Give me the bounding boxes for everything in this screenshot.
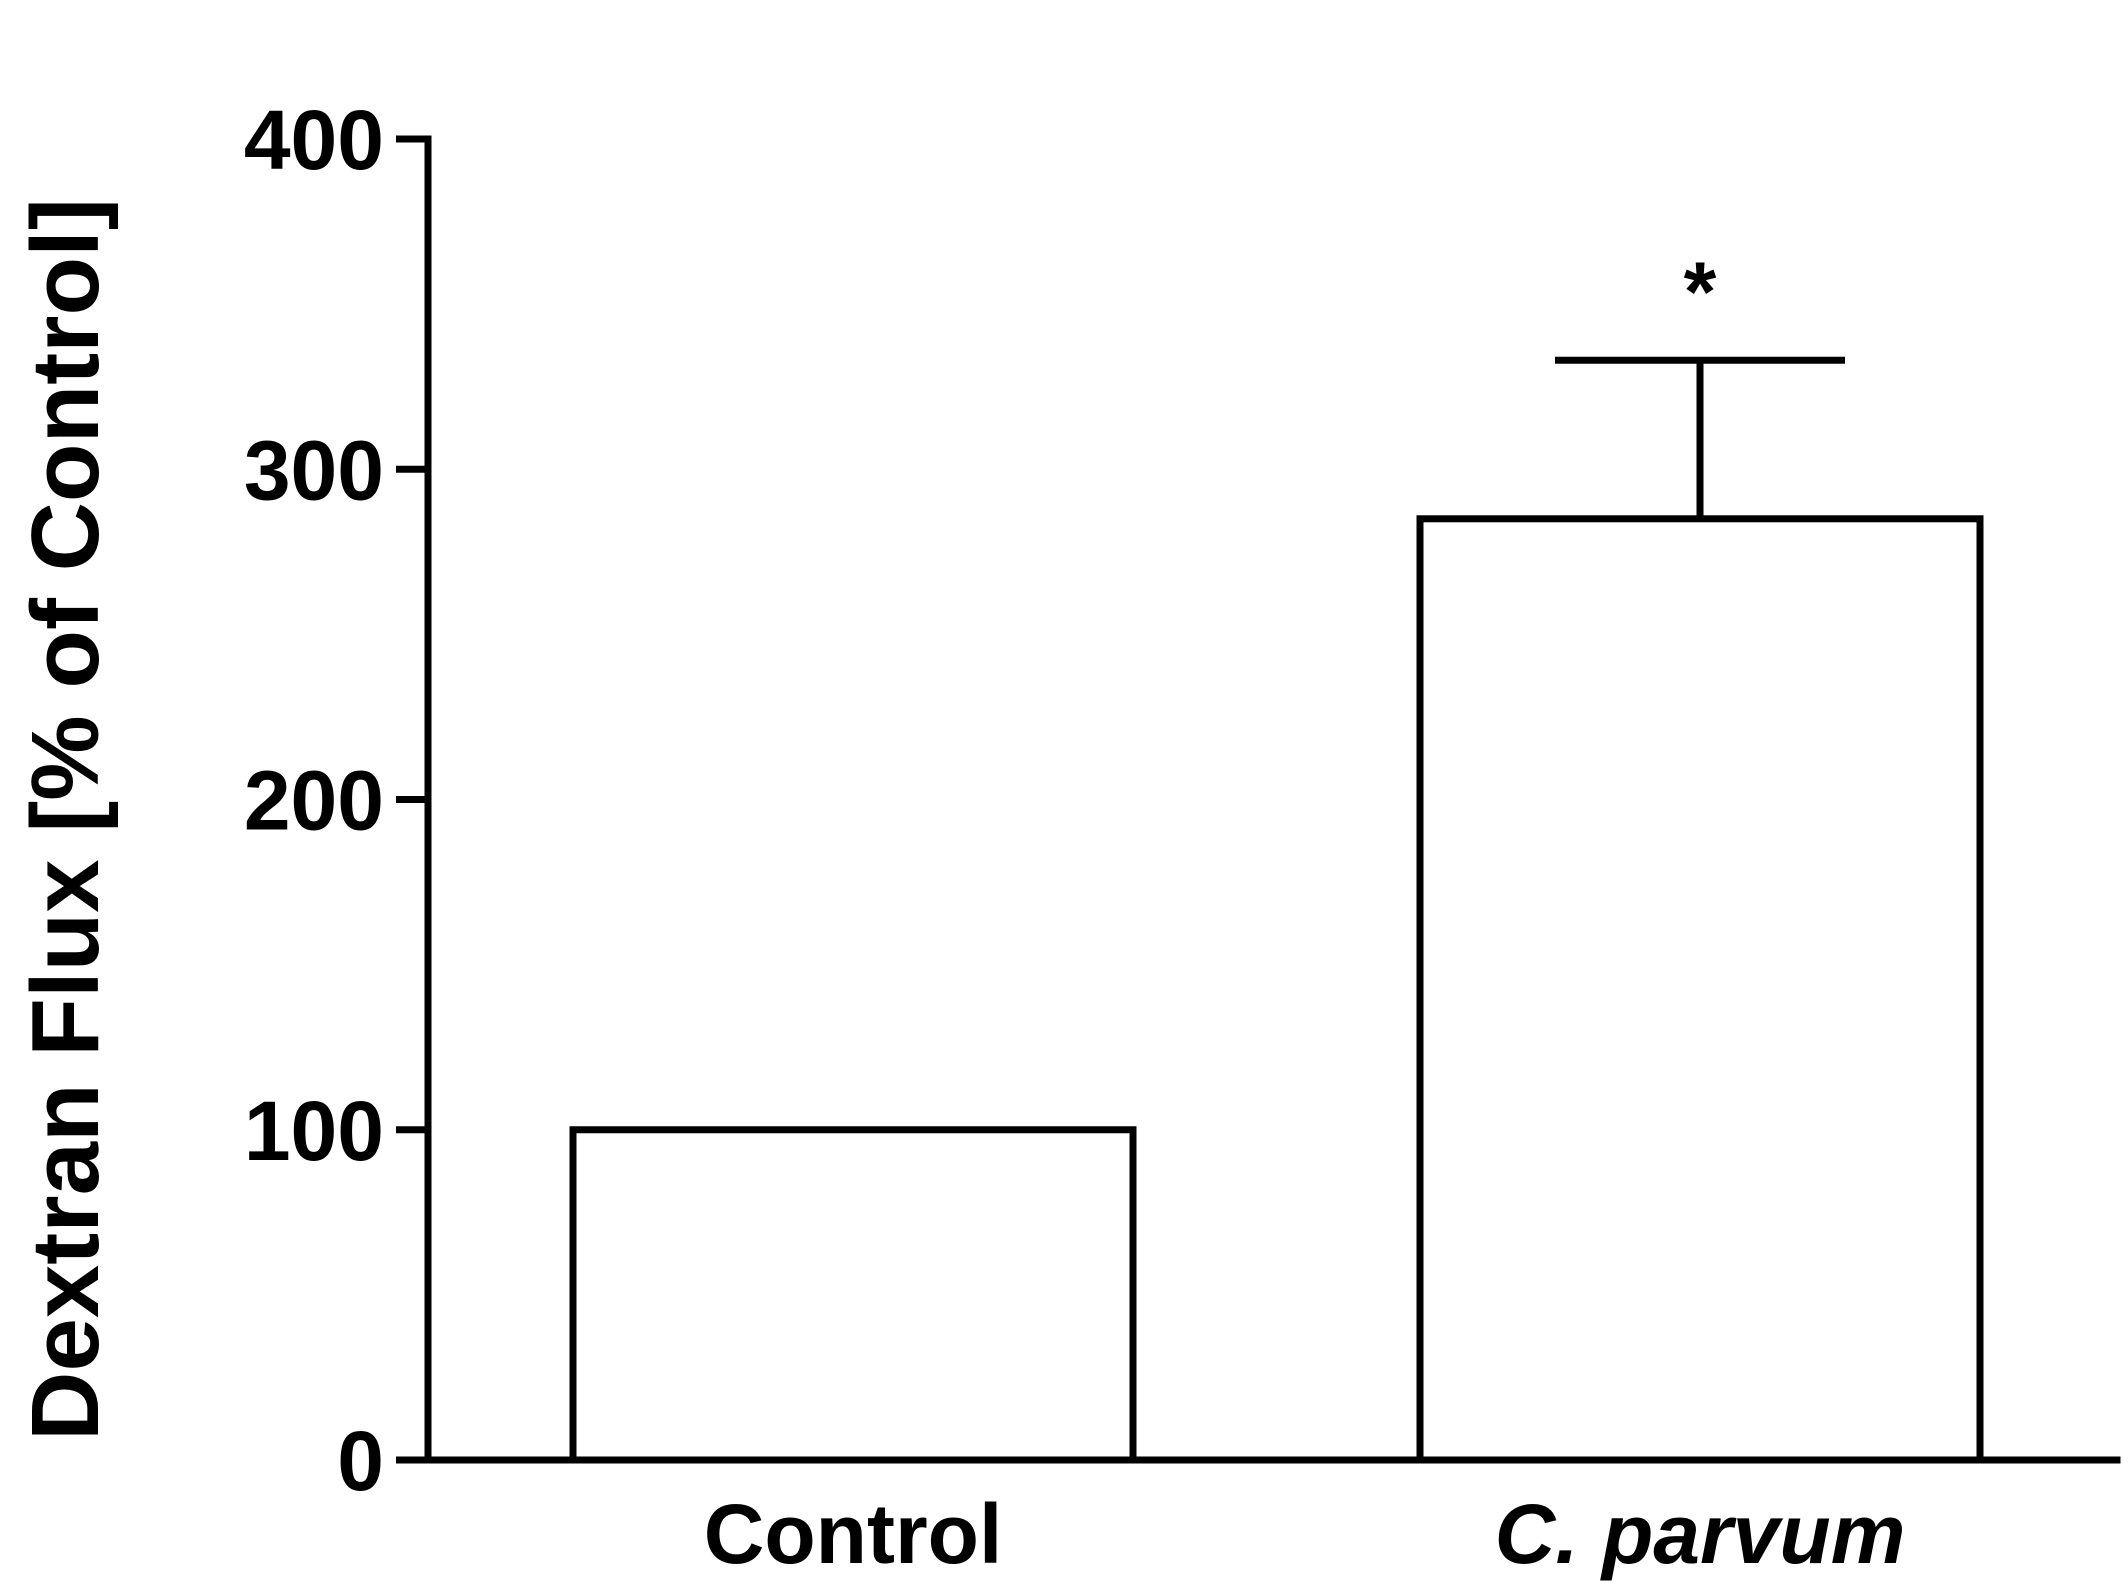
- x-tick-labels: Control C. parvum: [704, 1487, 1906, 1581]
- y-tick-label: 0: [337, 1414, 384, 1508]
- y-tick-label: 200: [244, 754, 384, 848]
- y-axis-title: Dextran Flux [% of Control]: [12, 198, 119, 1441]
- y-tick-label: 400: [244, 93, 384, 187]
- y-tick-label: 100: [244, 1084, 384, 1178]
- bar: [569, 1126, 1137, 1464]
- y-tick-label: 300: [244, 423, 384, 517]
- bars: *: [569, 244, 1984, 1464]
- x-tick-label: C. parvum: [1495, 1487, 1906, 1581]
- y-axis: 0 100 200 300 400: [244, 93, 432, 1508]
- x-tick-label: Control: [704, 1487, 1003, 1581]
- bar: [1416, 515, 1984, 1464]
- significance-marker: *: [1684, 244, 1717, 338]
